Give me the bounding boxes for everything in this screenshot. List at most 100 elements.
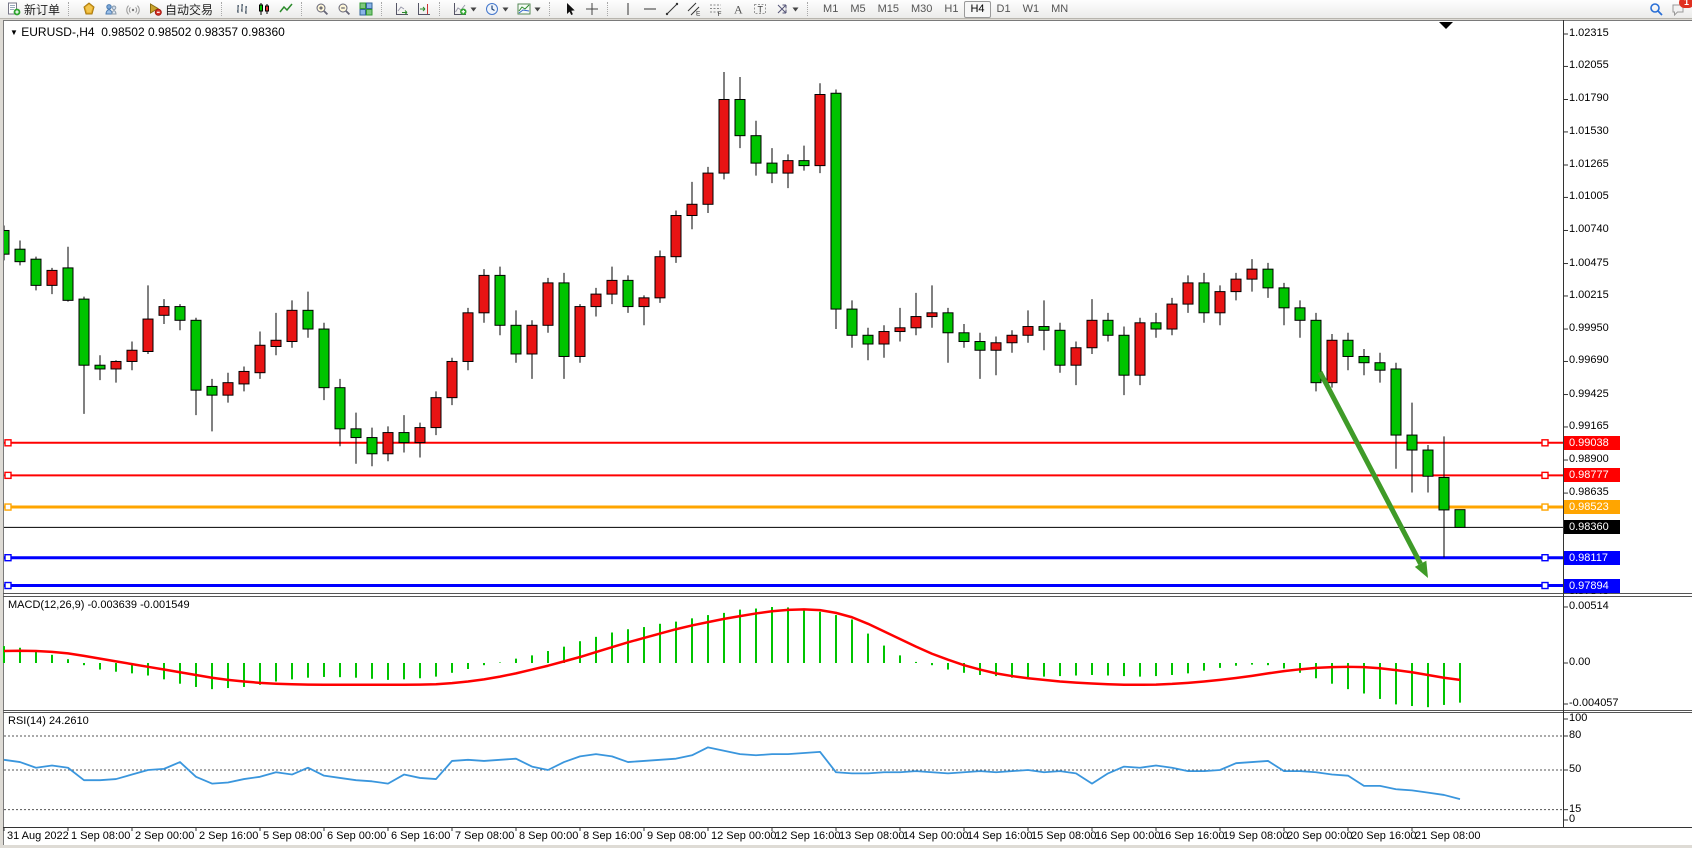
candle	[1070, 341, 1082, 386]
cursor-button[interactable]	[559, 0, 581, 19]
timeframe-button-m15[interactable]: M15	[877, 2, 899, 15]
hline-icon	[644, 8, 657, 10]
tile-windows-button[interactable]	[355, 0, 377, 19]
time-axis-label[interactable]: 14 Sep 00:00	[903, 830, 969, 842]
rsi-pane	[3, 735, 1563, 811]
time-axis-label[interactable]: 6 Sep 16:00	[391, 830, 451, 842]
periods-button[interactable]	[481, 0, 513, 19]
horizontal-line[interactable]	[4, 581, 1563, 590]
timeframe-button-h1[interactable]: H1	[944, 2, 959, 15]
candle	[1406, 402, 1418, 493]
horizontal-line[interactable]	[4, 554, 1563, 562]
candle	[926, 285, 938, 328]
market-button[interactable]	[78, 0, 100, 19]
timeframe-button-m5[interactable]: M5	[850, 2, 866, 15]
line-price-flag: 0.99038	[1564, 435, 1620, 450]
time-axis-label[interactable]: 8 Sep 00:00	[519, 830, 579, 842]
indicators-button[interactable]	[449, 0, 481, 19]
timeframe-button-h4[interactable]: H4	[964, 0, 991, 18]
time-axis-label[interactable]: 20 Sep 16:00	[1351, 830, 1417, 842]
time-axis-label[interactable]: 20 Sep 00:00	[1287, 830, 1353, 842]
candle	[126, 341, 138, 371]
price-tick-label: 0.98900	[1569, 453, 1609, 466]
signals-button[interactable]	[122, 0, 144, 19]
autotrading-button[interactable]: 自动交易	[144, 0, 217, 19]
candle	[1006, 330, 1018, 353]
line-price-flag: 0.98777	[1564, 468, 1620, 483]
zoom-in-button[interactable]	[311, 0, 333, 19]
chevron-down-icon[interactable]: ▼	[10, 28, 18, 37]
line-price-flag: 0.98117	[1564, 550, 1620, 565]
candle	[606, 266, 618, 305]
text-icon: A	[734, 3, 743, 17]
candle	[1310, 312, 1322, 392]
templates-button[interactable]	[513, 0, 545, 19]
price-tick-label: 0.99690	[1569, 354, 1609, 367]
candle	[350, 412, 362, 464]
line-chart-button[interactable]	[275, 0, 297, 19]
text-label-button[interactable]: T	[749, 0, 771, 19]
rsi-tick-label: 0	[1569, 813, 1576, 825]
time-axis-label[interactable]: 21 Sep 08:00	[1415, 830, 1481, 842]
time-axis-label[interactable]: 1 Sep 08:00	[71, 830, 131, 842]
time-axis-label[interactable]: 5 Sep 08:00	[263, 830, 323, 842]
toolbar-separator	[807, 2, 814, 16]
horizontal-line[interactable]	[4, 503, 1563, 511]
time-axis-label[interactable]: 9 Sep 08:00	[647, 830, 707, 842]
timeframe-button-m30[interactable]: M30	[911, 2, 933, 15]
candle	[62, 246, 74, 302]
shapes-icon	[777, 4, 787, 14]
time-axis-label[interactable]: 2 Sep 00:00	[135, 830, 195, 842]
search-button[interactable]	[1645, 0, 1667, 19]
horizontal-line[interactable]	[4, 439, 1563, 447]
community-button[interactable]	[100, 0, 122, 19]
candlestick-chart-button[interactable]	[253, 0, 275, 19]
time-axis-label[interactable]: 2 Sep 16:00	[199, 830, 259, 842]
candle	[1214, 285, 1226, 326]
candle	[990, 336, 1002, 376]
candle	[270, 312, 282, 356]
time-axis-label[interactable]: 8 Sep 16:00	[583, 830, 643, 842]
chart-shift-button[interactable]	[413, 0, 435, 19]
time-axis-label[interactable]: 16 Sep 16:00	[1159, 830, 1225, 842]
time-axis-label[interactable]: 12 Sep 16:00	[775, 830, 841, 842]
autoscroll-button[interactable]	[391, 0, 413, 19]
time-axis-label[interactable]: 13 Sep 08:00	[839, 830, 905, 842]
crosshair-button[interactable]	[581, 0, 603, 19]
time-axis-label[interactable]: 14 Sep 16:00	[967, 830, 1033, 842]
time-axis-label[interactable]: 12 Sep 00:00	[711, 830, 777, 842]
horizontal-line[interactable]	[4, 471, 1563, 480]
timeframe-button-m1[interactable]: M1	[823, 2, 839, 15]
vertical-line-button[interactable]	[617, 0, 639, 19]
new-order-button[interactable]: 新订单	[3, 0, 64, 19]
time-axis-label[interactable]: 15 Sep 08:00	[1031, 830, 1097, 842]
candle	[1262, 262, 1274, 298]
candle	[1054, 322, 1066, 373]
chart-window[interactable]	[3, 20, 1692, 845]
time-axis-label[interactable]: 16 Sep 00:00	[1095, 830, 1161, 842]
timeframe-button-d1[interactable]: D1	[996, 2, 1011, 15]
timeframe-button-mn[interactable]: MN	[1051, 2, 1069, 15]
toolbar-separator	[301, 2, 308, 16]
chevron-down-icon	[534, 7, 541, 11]
trendline-button[interactable]	[661, 0, 683, 19]
time-axis-label[interactable]: 31 Aug 2022	[7, 830, 69, 842]
time-axis-label[interactable]: 6 Sep 00:00	[327, 830, 387, 842]
arrow-annotation[interactable]	[1317, 370, 1428, 578]
arrows-button[interactable]	[771, 0, 803, 19]
candle	[1166, 297, 1178, 336]
timeframe-button-w1[interactable]: W1	[1022, 2, 1040, 15]
candle	[942, 307, 954, 363]
notifications-button[interactable]: 1	[1667, 0, 1692, 19]
time-axis-label[interactable]: 19 Sep 08:00	[1223, 830, 1289, 842]
text-button[interactable]: A	[727, 0, 749, 19]
candle	[622, 275, 634, 313]
fibonacci-button[interactable]: F	[705, 0, 727, 19]
candle	[190, 317, 202, 416]
horizontal-line-button[interactable]	[639, 0, 661, 19]
equidistant-channel-button[interactable]: E	[683, 0, 705, 19]
bar-chart-button[interactable]	[231, 0, 253, 19]
zoom-out-button[interactable]	[333, 0, 355, 19]
time-axis-label[interactable]: 7 Sep 08:00	[455, 830, 515, 842]
